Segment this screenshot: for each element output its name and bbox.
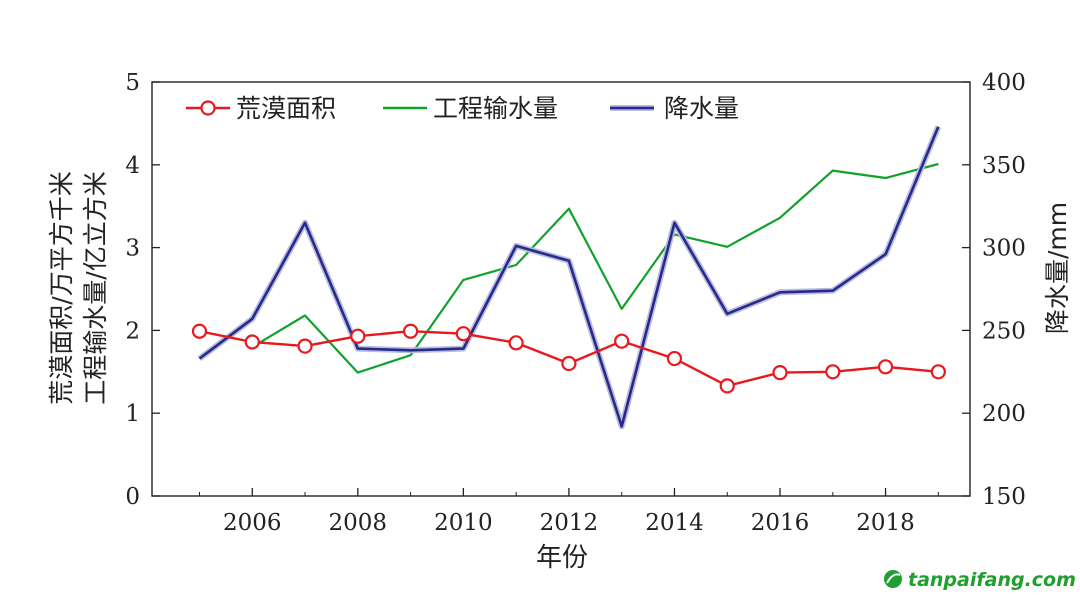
y-left-tick-label: 3 <box>125 236 140 262</box>
legend-item-工程输水量: 工程输水量 <box>383 94 558 123</box>
y-right-label: 降水量/mm <box>1043 202 1072 334</box>
y-left-label-line2: 工程输水量/亿立方米 <box>81 171 110 404</box>
x-tick-label: 2016 <box>751 510 810 536</box>
data-point <box>297 338 313 354</box>
y-left-tick-label: 4 <box>125 153 140 179</box>
data-point <box>666 350 683 367</box>
legend-label: 降水量 <box>664 94 739 123</box>
y-left-tick-label: 1 <box>125 401 140 427</box>
x-tick-label: 2012 <box>540 510 599 536</box>
data-point <box>244 334 260 350</box>
legend-label: 工程输水量 <box>433 94 558 123</box>
series-line <box>251 162 939 374</box>
series-工程输水量 <box>251 162 939 374</box>
y-left-tick-label: 5 <box>125 70 140 96</box>
y-left-label-line1: 荒漠面积/万平方千米 <box>47 171 76 404</box>
series-降水量 <box>197 125 942 430</box>
data-point <box>825 364 841 380</box>
x-axis-label: 年份 <box>536 543 588 573</box>
x-tick-label: 2014 <box>645 510 704 536</box>
series-halo <box>197 125 942 430</box>
watermark: tanpaifang.com <box>884 569 1076 591</box>
y-left-tick-label: 2 <box>125 318 140 344</box>
y-left-tick-label: 0 <box>125 484 140 510</box>
y-right-tick-label: 250 <box>982 318 1026 344</box>
data-point <box>614 333 630 349</box>
series-荒漠面积 <box>191 323 946 394</box>
x-tick-label: 2018 <box>856 510 915 536</box>
y-right-tick-label: 150 <box>982 484 1026 510</box>
data-point <box>772 365 788 381</box>
leaf-logo-icon <box>884 570 902 588</box>
y-right-tick-label: 200 <box>982 401 1026 427</box>
axes: 2006 2008 2010 2012 2014 2016 2018 0 1 2 3 4 5 150 200… <box>125 70 1026 536</box>
data-point <box>455 326 471 342</box>
x-tick-label: 2010 <box>434 510 493 536</box>
series-layer <box>191 125 946 430</box>
legend-marker <box>200 100 216 116</box>
leaf-logo-vein-icon <box>886 573 901 584</box>
data-point <box>719 378 735 394</box>
legend-item-降水量: 降水量 <box>610 94 739 123</box>
data-point <box>350 328 366 344</box>
plot-frame <box>151 81 971 497</box>
legend-label: 荒漠面积 <box>236 94 336 123</box>
legend-item-荒漠面积: 荒漠面积 <box>186 94 336 123</box>
data-point <box>877 359 894 375</box>
data-point <box>402 323 419 339</box>
y-right-tick-label: 400 <box>982 70 1026 96</box>
data-point <box>508 335 524 351</box>
y-right-tick-label: 300 <box>982 236 1026 262</box>
x-tick-label: 2006 <box>223 510 282 536</box>
axis-labels: 年份 荒漠面积/万平方千米 工程输水量/亿立方米 降水量/mm <box>47 171 1072 573</box>
watermark-text: tanpaifang.com <box>908 569 1076 591</box>
data-point <box>561 355 577 372</box>
y-right-tick-label: 350 <box>982 153 1026 179</box>
x-tick-label: 2008 <box>329 510 388 536</box>
data-point <box>191 323 208 339</box>
legend: 荒漠面积 工程输水量 降水量 <box>186 94 739 123</box>
series-line <box>198 126 940 428</box>
data-point <box>930 364 946 380</box>
